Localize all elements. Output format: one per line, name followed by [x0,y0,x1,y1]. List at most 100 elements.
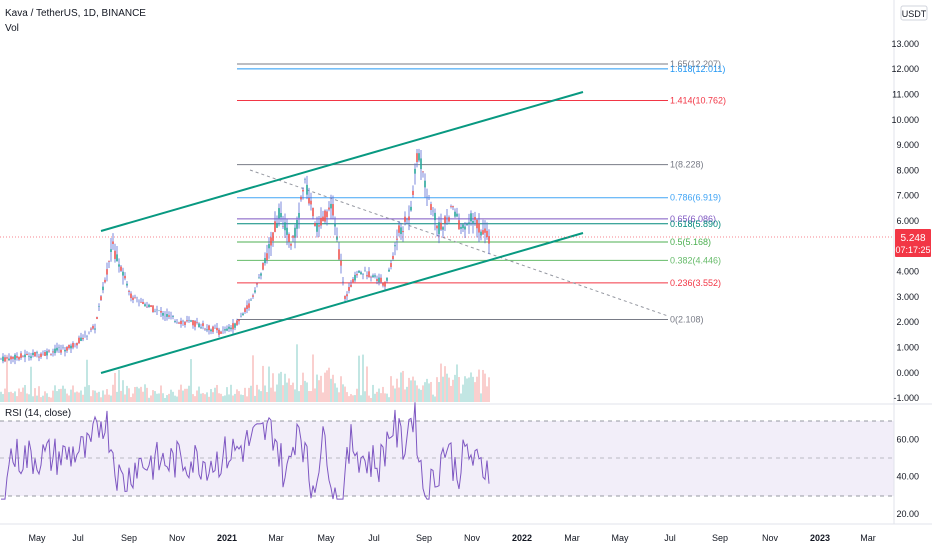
rsi-tick-label: 20.00 [896,509,919,519]
volume-bar [6,354,8,402]
volume-bar [388,397,390,402]
volume-bar [374,393,376,402]
volume-bar [470,372,472,402]
volume-bar [42,395,44,402]
volume-bar [394,388,396,402]
volume-bar [414,380,416,402]
volume-bar [248,387,250,402]
volume-bar [400,372,402,402]
volume-bar [298,391,300,402]
volume-bar [358,355,360,402]
volume-bar [360,395,362,402]
volume-bar [52,390,54,402]
current-price-value: 5.248 [900,233,925,244]
volume-bar [272,373,274,402]
volume-bar [40,397,42,402]
volume-bar [108,394,110,402]
volume-bar [8,392,10,402]
volume-bar [300,385,302,402]
price-tick-label: -1.000 [893,393,919,403]
volume-bar [426,378,428,402]
fib-retracement[interactable]: 2(14.949)1.65(12.207)1.618(12.011)1.414(… [237,0,726,324]
volume-bar [178,389,180,402]
time-tick-label: 2023 [810,533,830,543]
volume-bar [198,386,200,402]
volume-bar [432,394,434,402]
volume-bar [462,384,464,402]
volume-bar [264,385,266,402]
rsi-axis[interactable]: 60.00 40.00 20.00 [896,434,919,519]
volume-bar [74,392,76,402]
volume-bar [30,366,32,402]
volume-bar [160,385,162,402]
volume-bar [342,384,344,402]
volume-bar [166,395,168,402]
volume-bar [58,389,60,402]
volume-bar [4,388,6,402]
volume-bar [292,382,294,402]
volume-bar [28,394,30,402]
time-tick-label: Sep [121,533,137,543]
volume-bar [174,395,176,402]
channel-upper-line[interactable] [100,91,584,232]
volume-bar [468,377,470,402]
volume-bar [78,392,80,402]
volume-bar [22,387,24,402]
price-pane[interactable] [0,0,894,404]
volume-bar [212,392,214,402]
volume-bar [278,373,280,402]
volume-bar [344,386,346,402]
fib-level-label: 0.618(5.890) [670,219,721,229]
volume-bar [50,397,52,402]
volume-bar [88,385,90,402]
price-tick-label: 1.000 [896,343,919,353]
volume-bar [416,385,418,402]
channel-lower-line[interactable] [100,232,584,374]
volume-bar [324,372,326,402]
volume-bar [478,369,480,402]
volume-bar [410,380,412,402]
current-price-countdown: 07:17:25 [895,245,930,255]
volume-bar [434,396,436,402]
volume-bar [280,371,282,402]
volume-bar [460,393,462,402]
price-tick-label: 0.000 [896,368,919,378]
volume-bar [2,394,4,402]
volume-bar [18,388,20,402]
volume-bar [380,393,382,402]
volume-bar [172,391,174,402]
price-series[interactable] [0,148,490,365]
volume-bar [204,394,206,402]
fib-level-label: 0.5(5.168) [670,237,711,247]
volume-bar [466,378,468,402]
price-tick-label: 9.000 [896,140,919,150]
volume-bar [44,391,46,402]
volume-bar [20,391,22,402]
volume-bar [318,380,320,402]
time-tick-label: Nov [762,533,779,543]
price-tick-label: 3.000 [896,292,919,302]
volume-bar [222,396,224,402]
price-tick-label: 7.000 [896,191,919,201]
fib-level-label: 1.65(12.207) [670,59,721,69]
volume-bar [238,391,240,402]
volume-bar [218,393,220,402]
volume-bar [354,395,356,402]
volume-bar [348,396,350,402]
dashed-trend-line[interactable] [249,169,669,317]
volume-bar [316,374,318,402]
price-tick-label: 8.000 [896,165,919,175]
volume-bar [150,395,152,402]
time-axis[interactable]: May Jul Sep Nov 2021 Mar May Jul Sep Nov 2022 Mar Ma… [28,533,875,543]
volume-bar [180,384,182,402]
price-axis[interactable]: 13.000 12.000 11.000 10.000 9.000 8.000 7.000 6… [891,39,919,403]
volume-bar [182,390,184,402]
volume-bar [452,379,454,402]
volume-bar [34,388,36,402]
volume-bar [62,385,64,402]
time-tick-label: Nov [464,533,481,543]
volume-bar [188,385,190,402]
currency-button-label: USDT [902,9,927,19]
volume-bar [208,396,210,402]
currency-button[interactable]: USDT [900,5,928,21]
